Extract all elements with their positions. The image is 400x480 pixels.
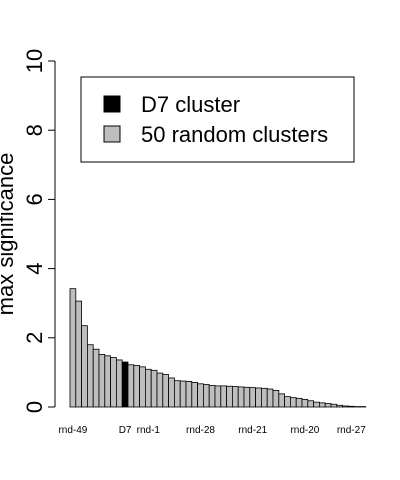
bar-random-cluster [133,365,141,408]
bar-random-cluster [266,388,274,408]
legend-box [80,76,355,163]
bar-random-cluster [284,396,291,408]
bar-random-cluster [75,300,83,408]
x-tick-label: rnd-21 [238,425,267,436]
bar-random-cluster [185,380,193,408]
bar-random-cluster [208,385,216,408]
bar-random-cluster [116,359,123,408]
bar-random-cluster [289,397,297,408]
bar-random-cluster [278,393,285,408]
y-axis-title: max significance [0,153,18,316]
legend-label-d7: D7 cluster [141,92,240,117]
x-tick-label: rnd-27 [337,425,366,436]
bar-random-cluster [231,386,239,408]
legend-swatch-random [103,125,121,143]
bar-random-cluster [173,380,181,408]
y-ticks: 0 2 4 6 8 10 [22,49,55,413]
bar-random-cluster [214,385,222,408]
bar-random-cluster [179,380,187,408]
bar-random-cluster [87,344,94,408]
bar-random-cluster [330,403,338,408]
bar-random-cluster [226,385,233,408]
x-tick-label: rnd-28 [186,425,215,436]
x-tick-label: rnd-20 [290,425,319,436]
bar-random-cluster [202,384,210,408]
bar-random-cluster [260,387,268,408]
bar-random-cluster [347,405,355,408]
bars [69,288,367,408]
bar-random-cluster [324,403,332,408]
bar-random-cluster [342,405,349,408]
bar-random-cluster [243,386,251,408]
bar-random-cluster [168,377,175,408]
bar-random-cluster [92,348,100,408]
bar-random-cluster [336,404,343,408]
bar-random-cluster [98,354,106,408]
y-tick-label: 0 [22,401,47,413]
legend: D7 cluster 50 random clusters [80,76,355,163]
bar-random-cluster [272,389,280,408]
x-tick-labels: rnd-49 D7 rnd-1 rnd-28 rnd-21 rnd-20 rnd-27 [58,425,366,436]
x-tick-label: rnd-49 [58,425,87,436]
bar-random-cluster [139,366,146,408]
bar-d7 [121,361,129,408]
bar-random-cluster [301,398,309,408]
y-tick-label: 8 [22,124,47,136]
y-tick-label: 10 [22,49,47,73]
bar-random-cluster [197,383,204,408]
legend-label-random: 50 random clusters [141,122,328,147]
bar-random-cluster [255,387,262,408]
bar-random-cluster [69,288,77,408]
bar-random-cluster [307,400,314,408]
bar-random-cluster [150,369,158,408]
bar-random-cluster [162,374,170,408]
y-tick-label: 2 [22,332,47,344]
bar-random-cluster [156,372,164,408]
bar-random-cluster [220,385,228,408]
x-tick-label: D7 [119,425,132,436]
y-axis: 0 2 4 6 8 10 max significance [0,49,56,413]
bar-random-cluster [127,364,135,408]
bar-random-cluster [110,357,117,408]
y-tick-label: 4 [22,262,47,274]
bar-random-cluster [191,382,199,408]
bar-random-cluster [295,397,303,408]
bar-random-cluster [237,386,245,408]
bar-random-cluster [318,402,326,408]
bar-random-cluster [313,401,320,408]
bar-random-cluster [104,355,112,408]
x-tick-label: rnd-1 [137,425,161,436]
bar-random-cluster [81,325,88,408]
bar-random-cluster [144,368,152,408]
legend-swatch-d7 [103,95,121,113]
y-tick-label: 6 [22,193,47,205]
bar-random-cluster [249,387,257,408]
